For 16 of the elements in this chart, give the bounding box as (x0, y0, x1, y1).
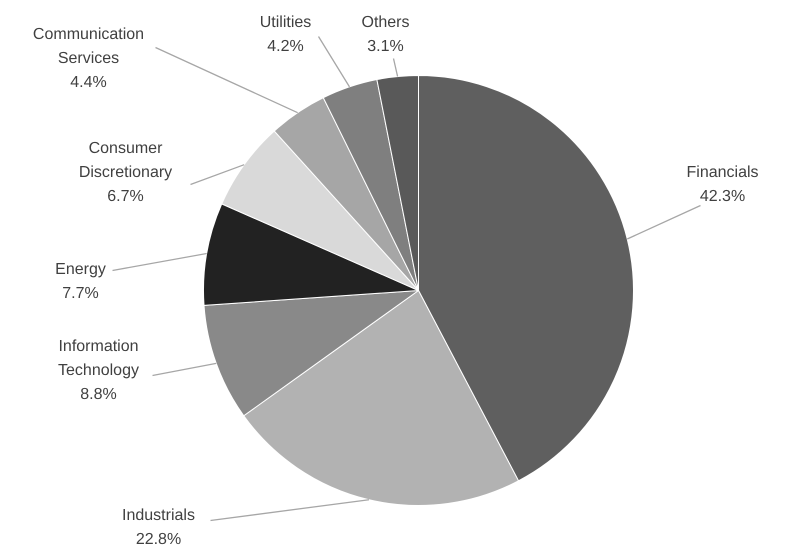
slice-label: Communication Services (32, 26, 144, 67)
slice-label: Industrials (122, 507, 195, 524)
data-label: 7.7% (62, 285, 99, 302)
slice-label: Information Technology (58, 338, 139, 379)
slice-label: Others (361, 14, 410, 31)
data-label: 42.3% (700, 188, 746, 205)
data-label: 4.2% (267, 38, 304, 55)
slice-label: Energy (55, 261, 106, 278)
data-label: 6.7% (107, 188, 144, 205)
data-label: 3.1% (367, 38, 404, 55)
data-label: 8.8% (80, 386, 117, 403)
data-label: 22.8% (136, 531, 182, 547)
data-label: 4.4% (70, 74, 107, 91)
slice-label: Utilities (260, 14, 312, 31)
slice-label: Financials (686, 164, 759, 181)
slice-label: Consumer Discretionary (78, 140, 172, 181)
